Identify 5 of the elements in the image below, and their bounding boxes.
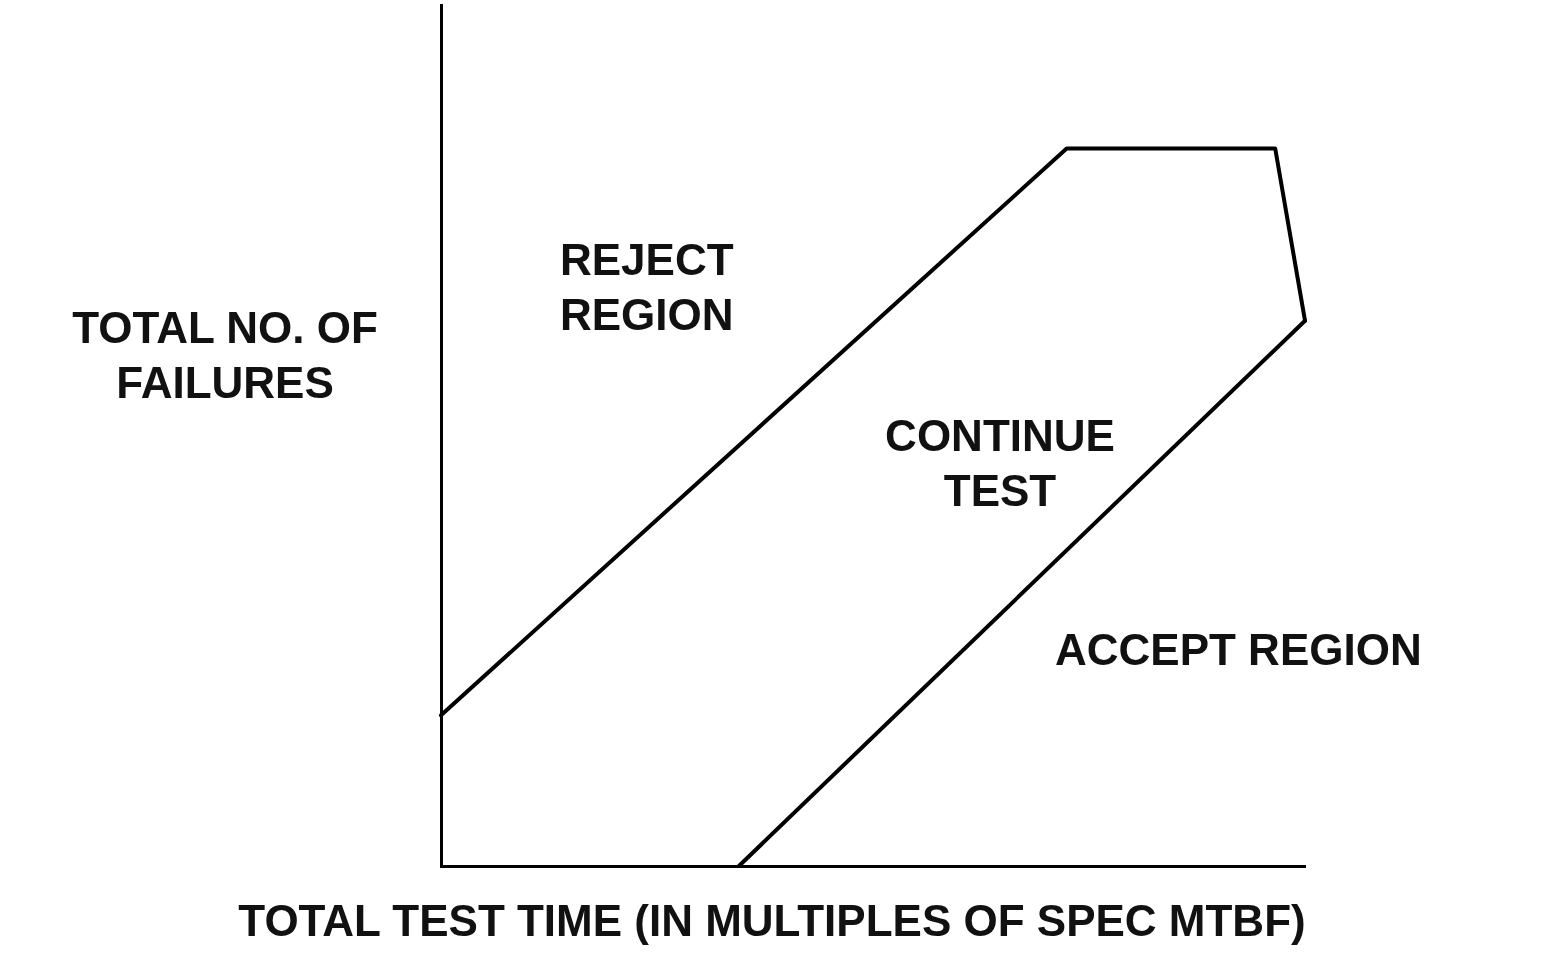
annotation: REJECT REGION [560, 234, 735, 341]
annotation: ACCEPT REGION [1055, 624, 1423, 676]
x-axis-title: TOTAL TEST TIME (IN MULTIPLES OF SPEC MTBF) [237, 895, 1307, 947]
y-axis-title: TOTAL NO. OF FAILURES [71, 302, 379, 409]
annotation: CONTINUE TEST [884, 410, 1116, 517]
